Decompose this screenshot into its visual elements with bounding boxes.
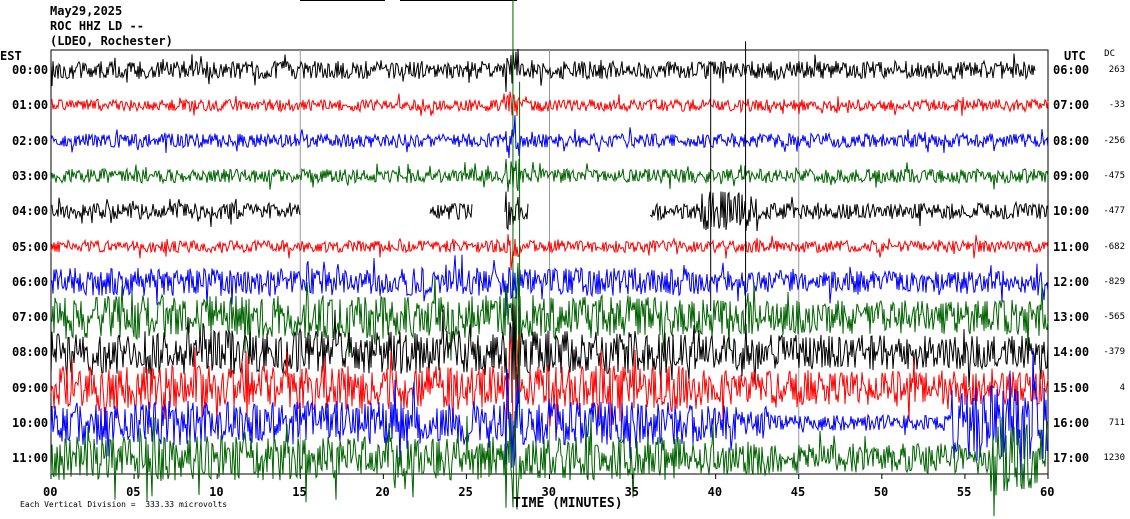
trace-row-1000 (50, 347, 1049, 482)
trace-row-0600 (50, 254, 1049, 316)
trace-row-0000 (50, 48, 1036, 92)
est-hour-label: 06:00 (12, 274, 49, 289)
est-axis-label: EST (0, 49, 22, 63)
est-hour-label: 00:00 (12, 63, 49, 77)
dc-offset-value: 1230 (1103, 453, 1125, 464)
utc-hour-label: 12:00 (1053, 274, 1090, 289)
x-tick-label: 20 (375, 485, 390, 499)
utc-hour-label: 10:00 (1053, 204, 1090, 219)
est-hour-label: 08:00 (12, 345, 49, 360)
dc-offset-value: 711 (1108, 418, 1125, 428)
dc-offset-value: -477 (1103, 206, 1125, 217)
dc-offset-value: 263 (1108, 65, 1125, 75)
est-hour-label: 11:00 (12, 451, 49, 466)
dc-offset-value: -829 (1103, 276, 1125, 287)
utc-hour-label: 17:00 (1053, 451, 1090, 466)
est-hour-label: 07:00 (12, 310, 49, 325)
dc-offset-value: -256 (1103, 135, 1125, 146)
trace-row-0200 (50, 115, 1049, 159)
utc-hour-label: 16:00 (1053, 416, 1090, 430)
trace-row-0400 (50, 191, 1049, 232)
x-tick-label: 60 (1040, 485, 1055, 499)
est-hour-label: 01:00 (12, 98, 49, 113)
x-tick-label: 55 (956, 485, 972, 499)
est-hour-label: 03:00 (12, 168, 49, 183)
trace-row-0700 (50, 262, 1049, 372)
dc-offset-value: -33 (1108, 100, 1125, 111)
x-tick-label: 15 (292, 485, 307, 499)
x-tick-label: 30 (541, 485, 556, 499)
x-tick-label: 50 (873, 485, 889, 499)
est-hour-label: 09:00 (12, 380, 49, 395)
x-axis-label: TIME (MINUTES) (513, 496, 623, 511)
utc-hour-label: 09:00 (1053, 168, 1090, 183)
x-tick-label: 35 (624, 485, 640, 499)
date-label: May29,2025 (50, 4, 123, 18)
utc-hour-label: 14:00 (1053, 345, 1090, 360)
utc-hour-label: 07:00 (1053, 98, 1090, 113)
x-tick-label: 45 (790, 485, 806, 499)
utc-hour-label: 08:00 (1053, 133, 1090, 148)
dc-offset-value: 4 (1119, 382, 1125, 393)
x-tick-label: 00 (43, 485, 58, 499)
trace-row-0100 (50, 91, 1049, 116)
trace-row-0800 (50, 303, 1049, 404)
utc-hour-label: 11:00 (1053, 239, 1090, 254)
utc-hour-label: 06:00 (1053, 63, 1090, 77)
scale-note: Each Vertical Division = 333.33 microvol… (20, 500, 228, 509)
dc-offset-value: -379 (1103, 347, 1125, 358)
trace-row-0300 (50, 158, 1049, 192)
dc-offset-value: -565 (1103, 312, 1125, 323)
est-hour-label: 05:00 (12, 239, 49, 254)
est-hour-label: 04:00 (12, 204, 49, 219)
station-label: ROC HHZ LD -- (50, 19, 144, 33)
dc-offset-value: -682 (1103, 241, 1125, 252)
x-tick-label: 05 (126, 485, 141, 499)
x-tick-label: 25 (458, 485, 473, 499)
network-label: (LDEO, Rochester) (50, 34, 173, 48)
est-hour-label: 10:00 (12, 416, 49, 430)
utc-hour-label: 15:00 (1053, 380, 1090, 395)
dc-offset-value: -475 (1103, 170, 1125, 181)
est-hour-label: 02:00 (12, 133, 49, 148)
utc-axis-label: UTC (1064, 49, 1086, 63)
x-tick-label: 10 (209, 485, 224, 499)
dc-label: DC (1104, 49, 1115, 59)
utc-hour-label: 13:00 (1053, 310, 1090, 325)
x-tick-label: 40 (707, 485, 723, 499)
trace-row-1100 (50, 410, 1049, 517)
trace-row-0500 (50, 234, 1049, 270)
